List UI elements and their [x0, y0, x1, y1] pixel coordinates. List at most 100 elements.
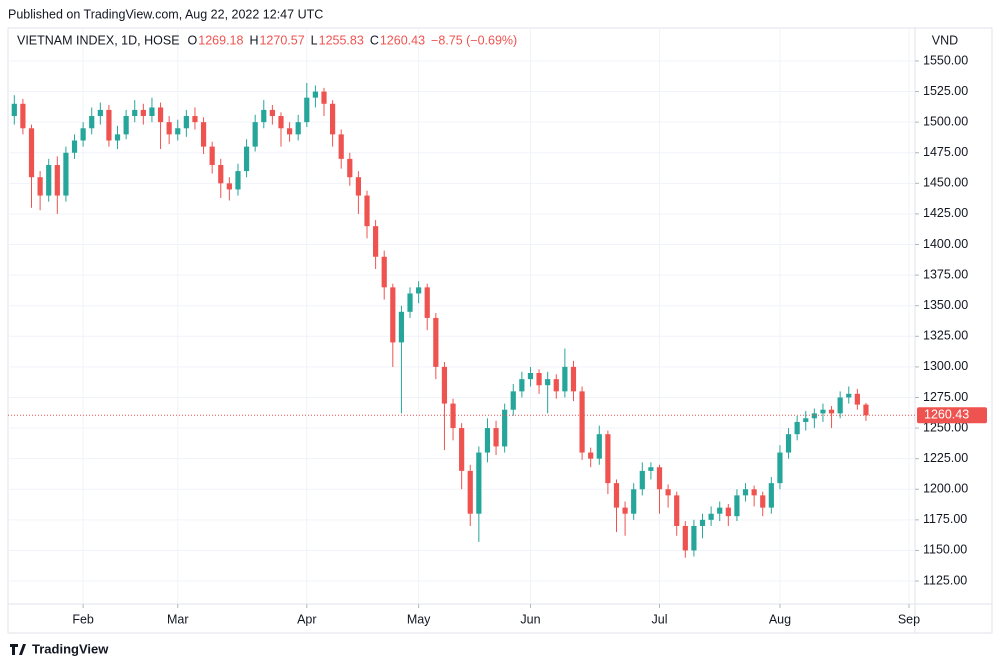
y-tick-label: 1175.00 [923, 512, 967, 526]
grid [8, 28, 915, 604]
candle-body [837, 397, 843, 414]
candle-body [46, 164, 52, 196]
candle-body [433, 317, 439, 367]
candle-body [329, 103, 336, 135]
candle-body [656, 467, 663, 490]
candle-body [768, 483, 774, 508]
candle-body [209, 146, 215, 165]
candle-body [699, 519, 706, 526]
candle-body [261, 109, 267, 123]
candle-body [734, 495, 740, 517]
legend-change: −8.75 (−0.69%) [431, 33, 517, 47]
candle-body [347, 158, 353, 178]
candle-body [166, 122, 172, 135]
chart-frame [7, 27, 993, 634]
candle-body [89, 116, 95, 129]
candle-body [622, 507, 628, 514]
candle-body [519, 379, 525, 392]
y-tick-label: 1225.00 [923, 451, 968, 465]
candle-body [175, 128, 181, 135]
y-tick-label: 1300.00 [923, 359, 968, 373]
candle-body [588, 452, 594, 459]
candle-body [157, 107, 164, 123]
candle-body [751, 489, 757, 496]
candle-body [631, 489, 637, 514]
candle-body [674, 495, 680, 526]
candle-body [106, 109, 112, 141]
x-tick-label: Jun [520, 612, 540, 626]
candle-body [811, 413, 817, 419]
y-tick-label: 1425.00 [923, 206, 968, 220]
y-tick-label: 1350.00 [923, 298, 968, 312]
published-note: Published on TradingView.com, Aug 22, 20… [8, 7, 323, 21]
candle-body [665, 489, 671, 496]
y-tick-label: 1500.00 [923, 114, 968, 128]
candle-body [717, 507, 723, 514]
candle-body [226, 183, 232, 190]
x-tick-label: Mar [167, 612, 189, 626]
candle-body [71, 140, 78, 153]
legend-key: H [249, 33, 258, 47]
candle-body [450, 403, 456, 429]
x-tick-label: Feb [72, 612, 94, 626]
candle-body [476, 452, 482, 514]
candle-body [803, 418, 809, 422]
candle-body [502, 409, 508, 447]
candle-body [321, 91, 327, 104]
candle-body [639, 470, 645, 490]
candle-body [243, 146, 250, 172]
candle-body [20, 103, 26, 129]
y-tick-label: 1400.00 [923, 237, 968, 251]
legend-key: O [188, 33, 198, 47]
y-tick-label: 1125.00 [923, 573, 967, 587]
legend-value: 1269.18 [198, 33, 243, 47]
candle-body [416, 287, 422, 294]
footer-logo [10, 644, 26, 655]
candle-body [200, 122, 207, 147]
legend-value: 1260.43 [380, 33, 425, 47]
x-tick-label: May [407, 612, 431, 626]
logo-icon [10, 644, 26, 655]
candle-body [398, 311, 405, 343]
candle-body [390, 287, 396, 343]
candle-body [777, 452, 783, 484]
candle-body [441, 366, 448, 404]
candle-body [11, 103, 17, 117]
candle-body [304, 97, 310, 123]
candle-body [682, 525, 688, 551]
candle-body [493, 428, 499, 447]
y-tick-label: 1250.00 [923, 420, 968, 434]
candle-body [828, 409, 835, 414]
axes: 1125.00 1150.00 1175.00 1200.00 1225.00 1250.… [72, 53, 987, 626]
x-tick-label: Jul [652, 612, 668, 626]
y-tick-label: 1550.00 [923, 53, 968, 67]
y-axis-label: VND [932, 33, 958, 47]
candle-body [183, 116, 189, 129]
candle-body [424, 287, 430, 318]
y-tick-label: 1375.00 [923, 267, 968, 281]
candle-body [854, 393, 860, 405]
y-tick-label: 1525.00 [923, 84, 968, 98]
candle-body [648, 467, 654, 471]
candle-body [355, 177, 362, 196]
candle-body [407, 293, 413, 312]
candle-body [484, 428, 491, 453]
candle-body [37, 177, 43, 196]
last-price-label: 1260.43 [924, 408, 969, 422]
candle-body [149, 107, 155, 117]
candle-body [579, 391, 585, 453]
candle-body [708, 513, 714, 520]
candle-body [80, 128, 86, 141]
candle-body [132, 109, 138, 117]
candle-body [381, 256, 387, 288]
candle-body [596, 434, 602, 459]
candle-body [605, 434, 611, 484]
candle-body [613, 483, 620, 508]
y-tick-label: 1275.00 [923, 390, 968, 404]
candle-body [192, 116, 198, 123]
candle-body [527, 373, 534, 380]
legend-value: 1270.57 [259, 33, 304, 47]
candle-body [553, 379, 559, 392]
